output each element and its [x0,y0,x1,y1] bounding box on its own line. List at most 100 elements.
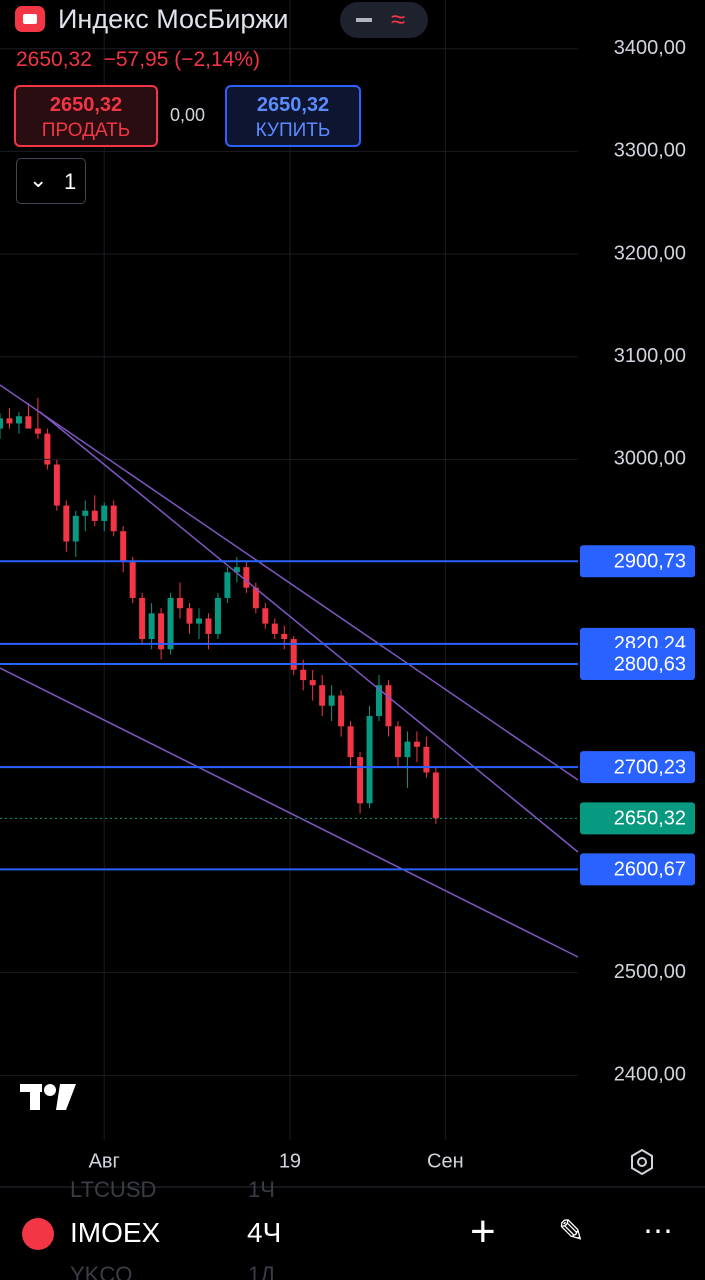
candles [0,397,439,824]
header-price: 2650,32 −57,95 (−2,14%) [16,48,260,72]
candle-body [252,587,259,609]
lots: 1 [64,169,77,194]
title: Индекс МосБиржи [58,4,289,34]
candle-body [309,680,316,686]
change: −57,95 (−2,14%) [103,48,261,71]
y-tick-label: 3300,00 [614,140,686,162]
candle-body [385,685,392,727]
candle-body [34,428,41,434]
candle-body [376,685,383,717]
sell-price: 2650,32 [49,94,123,116]
level-label: 2700,23 [614,756,686,778]
candle-body [63,505,70,542]
add-button[interactable]: + [470,1207,496,1256]
sell-button[interactable]: 2650,32 ПРОДАТЬ [14,85,158,147]
candle-body [271,623,278,634]
candle-body [158,613,165,650]
candle-body [432,772,439,819]
trend-line [0,667,579,958]
ghost-interval: 1Ч [248,1177,275,1202]
candle-body [148,613,155,640]
draw-button[interactable]: ✎ [558,1213,585,1249]
level-tag [580,648,695,681]
candle-body [129,562,136,598]
level-tag [580,751,695,784]
mode-toggle[interactable]: ≈ [340,2,428,38]
candle-body [214,597,221,634]
footer-icon [22,1218,54,1250]
y-tick-label: 2500,00 [614,961,686,983]
candle-body [338,695,345,727]
candle-body [0,418,3,429]
candle-body [224,572,231,598]
level-tag [580,545,695,578]
candle-body [281,633,288,640]
candle-body [233,567,240,573]
candle-body [328,695,335,706]
candle-body [177,597,184,609]
price: 2650,32 [16,48,92,71]
ghost-symbol: YKCO [70,1262,133,1280]
last-price-label: 2650,32 [614,808,686,830]
x-tick-label: Авг [89,1150,120,1172]
candle-body [53,464,60,506]
candle-body [167,597,174,650]
candle-body [300,669,307,681]
ghost-interval: 1Д [248,1262,276,1280]
sell-label: ПРОДАТЬ [41,120,131,141]
candle-body [120,531,127,563]
spread: 0,00 [170,105,206,125]
footer-interval[interactable]: 4Ч [247,1217,282,1248]
footer-symbol[interactable]: IMOEX [70,1217,161,1248]
candle-body [82,510,89,516]
last-price-tag [580,802,695,835]
x-tick-label: Сен [427,1150,464,1172]
candle-body [72,515,79,542]
more-button[interactable]: ⋯ [643,1215,673,1248]
candle-body [413,741,420,747]
candle-body [394,726,401,758]
candle-body [423,746,430,773]
symbol-icon [15,6,45,32]
candle-body [366,716,373,804]
y-tick-label: 2400,00 [614,1064,686,1086]
candle-body [195,618,202,624]
overlay: 3400,00 3300,00 3200,00 3100,00 3000,00 2500,… [0,37,695,1172]
trend-line [39,411,579,853]
settings-icon-dot [637,1157,647,1167]
candle-body [15,416,22,424]
level-tag [580,853,695,886]
candle-body [91,510,98,521]
level-label: 2800,63 [614,653,686,675]
y-tick-label: 3400,00 [614,37,686,59]
settings-icon[interactable] [631,1148,653,1176]
candle-body [101,505,108,521]
candle-body [243,567,250,588]
candle-body [290,639,297,670]
y-tick-label: 3100,00 [614,345,686,367]
candle-body [44,433,51,465]
level-label: 2600,67 [614,859,686,881]
candle-body [25,416,32,429]
candle-body [205,618,212,634]
tv-logo [20,1084,76,1110]
y-tick-label: 3200,00 [614,242,686,264]
buy-button[interactable]: 2650,32 КУПИТЬ [225,85,361,147]
buy-label: КУПИТЬ [255,120,331,141]
candle-body [319,685,326,706]
candle-body [6,418,13,424]
trend-line [0,384,579,781]
level-label: 2900,73 [614,551,686,573]
candle-body [186,608,193,624]
buy-price: 2650,32 [256,94,330,116]
candle-body [347,726,354,758]
candle-body [110,505,117,532]
candle-body [262,608,269,624]
candle-body [404,741,411,758]
x-tick-label: 19 [279,1150,301,1172]
candle-body [357,757,364,804]
lots-dropdown[interactable]: ⌄ 1 [16,158,86,204]
candle-body [139,597,146,640]
